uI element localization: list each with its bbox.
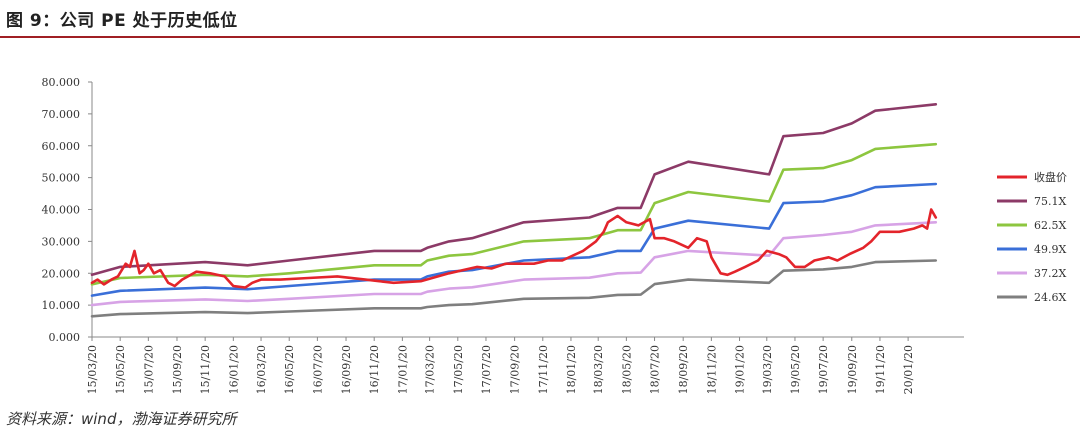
x-tick-label: 19/11/20	[874, 345, 887, 394]
y-tick-label: 30.000	[42, 235, 81, 248]
x-tick-label: 18/01/20	[565, 345, 578, 394]
y-tick-label: 10.000	[42, 299, 81, 312]
x-tick-label: 17/01/20	[396, 345, 409, 394]
x-tick-label: 18/11/20	[705, 345, 718, 394]
x-tick-label: 18/07/20	[649, 345, 662, 394]
x-tick-label: 19/01/20	[734, 345, 747, 394]
x-axis: 15/03/20 15/05/20 15/07/20 15/09/20 15/11/20…	[86, 336, 964, 394]
y-axis: 0.000 10.000 20.000 30.000 40.000 50.000 60.00…	[42, 76, 93, 344]
x-tick-label: 15/09/20	[171, 345, 184, 394]
source-note: 资料来源：wind，渤海证券研究所	[6, 410, 237, 428]
x-tick-label: 16/11/20	[368, 345, 381, 394]
legend-label: 62.5X	[1034, 219, 1066, 232]
series-line-24.6X	[90, 259, 938, 318]
x-tick-label: 18/05/20	[620, 345, 633, 394]
legend-label: 75.1X	[1034, 195, 1066, 208]
x-tick-label: 15/07/20	[142, 345, 155, 394]
y-tick-label: 70.000	[42, 108, 81, 121]
y-tick-label: 40.000	[42, 204, 81, 217]
x-tick-label: 19/05/20	[789, 345, 802, 394]
legend-label: 37.2X	[1034, 267, 1066, 280]
series-line-37.2X	[90, 221, 938, 307]
x-tick-label: 17/05/20	[452, 345, 465, 394]
y-tick-label: 80.000	[42, 76, 81, 89]
series-line-49.9X	[90, 182, 938, 297]
x-tick-label: 17/03/20	[424, 345, 437, 394]
x-tick-label: 19/07/20	[817, 345, 830, 394]
x-tick-label: 16/03/20	[255, 345, 268, 394]
x-tick-label: 16/09/20	[340, 345, 353, 394]
legend-label: 24.6X	[1034, 291, 1066, 304]
y-tick-label: 50.000	[42, 172, 81, 185]
x-tick-label: 18/09/20	[677, 345, 690, 394]
legend-label: 收盘价	[1034, 170, 1067, 184]
series-line-75.1X	[90, 103, 938, 277]
x-tick-label: 17/09/20	[509, 345, 522, 394]
x-tick-label: 18/03/20	[592, 345, 605, 394]
title-divider	[0, 36, 1080, 38]
figure-title: 图 9：公司 PE 处于历史低位	[6, 11, 238, 31]
x-tick-label: 15/11/20	[199, 345, 212, 394]
legend: 收盘价 75.1X 62.5X 49.9X 37.2X 24.6X	[997, 170, 1067, 304]
x-tick-label: 20/01/20	[902, 345, 915, 394]
x-tick-label: 15/03/20	[86, 345, 99, 394]
y-tick-label: 60.000	[42, 140, 81, 153]
x-tick-label: 19/03/20	[761, 345, 774, 394]
x-tick-label: 16/05/20	[283, 345, 296, 394]
series-line-收盘价	[90, 208, 938, 289]
x-tick-label: 19/09/20	[846, 345, 859, 394]
x-tick-label: 16/07/20	[311, 345, 324, 394]
y-tick-label: 20.000	[42, 267, 81, 280]
x-tick-label: 17/07/20	[480, 345, 493, 394]
series-line-62.5X	[90, 142, 938, 286]
series-lines	[90, 103, 938, 318]
x-tick-label: 16/01/20	[227, 345, 240, 394]
x-tick-label: 15/05/20	[114, 345, 127, 394]
legend-label: 49.9X	[1034, 243, 1066, 256]
y-tick-label: 0.000	[49, 331, 81, 344]
x-tick-label: 17/11/20	[537, 345, 550, 394]
